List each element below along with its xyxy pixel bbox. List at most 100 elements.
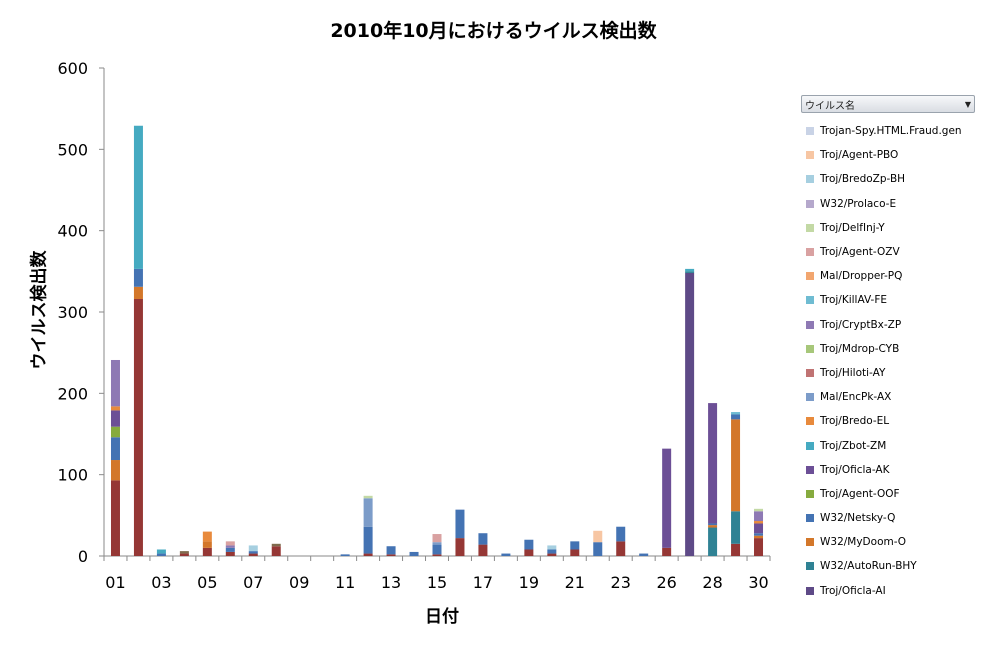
bar-segment (593, 530, 603, 543)
legend-item: Mal/EncPk-AX (800, 385, 978, 409)
x-tick-label: 15 (427, 573, 447, 592)
bar-segment (708, 525, 718, 528)
bar-segment (432, 544, 442, 555)
legend-item: Troj/KillAV-FE (800, 288, 978, 312)
legend-label: Troj/Agent-PBO (820, 149, 899, 162)
legend-label: Troj/Hiloti-AY (820, 366, 886, 379)
x-tick-label: 21 (565, 573, 585, 592)
legend-title: ウイルス名 (805, 100, 855, 112)
legend-label: W32/Prolaco-E (820, 197, 897, 210)
bar-segment (179, 553, 189, 556)
bar-segment (156, 553, 166, 556)
legend-item: Troj/Agent-OOF (800, 482, 978, 506)
legend-item: Troj/BredoZp-BH (800, 167, 978, 191)
bar-segment (225, 545, 235, 548)
y-tick-label: 300 (57, 303, 88, 322)
bar-segment (110, 406, 120, 411)
legend-item: W32/AutoRun-BHY (800, 554, 978, 578)
x-tick-label: 07 (243, 573, 263, 592)
legend-label: Troj/BredoZp-BH (820, 173, 906, 186)
bar-segment (133, 268, 143, 287)
bar-segment (363, 495, 373, 499)
bars (110, 125, 764, 556)
legend-item: Troj/Mdrop-CYB (800, 337, 978, 361)
legend-label: W32/AutoRun-BHY (820, 560, 917, 573)
bar-segment (110, 480, 120, 556)
bar-segment (731, 412, 741, 415)
bar-segment (340, 554, 350, 556)
x-tick-label: 30 (748, 573, 768, 592)
bar-segment (386, 546, 396, 555)
bar-segment (363, 498, 373, 527)
legend-label: Troj/DelfInj-Y (820, 221, 885, 234)
legend-item: Trojan-Spy.HTML.Fraud.gen (800, 119, 978, 143)
bar-segment (432, 554, 442, 556)
legend-item: W32/Netsky-Q (800, 506, 978, 530)
legend-label: Troj/Oficla-AI (820, 584, 886, 597)
chevron-down-icon[interactable]: ▼ (964, 99, 971, 109)
bar-segment (225, 547, 235, 552)
legend-label: Mal/Dropper-PQ (820, 270, 903, 283)
bar-segment (593, 542, 603, 556)
bar-segment (731, 543, 741, 556)
bar-segment (248, 551, 258, 554)
legend-item: Troj/Oficla-AK (800, 458, 978, 482)
x-tick-label: 13 (381, 573, 401, 592)
x-axis: 01 03 05 07 09 11 13 15 17 19 21 23 26 28 30 (103, 555, 771, 592)
bar-segment (432, 542, 442, 545)
legend-swatch (806, 223, 814, 232)
x-tick-label: 09 (289, 573, 309, 592)
bar-segment (685, 272, 695, 556)
bar-segment (110, 437, 120, 461)
legend-item: Troj/Hiloti-AY (800, 361, 978, 385)
bar-segment (731, 414, 741, 420)
legend-item: Troj/Bredo-EL (800, 409, 978, 433)
legend-swatch (806, 489, 814, 498)
legend-item: Troj/DelfInj-Y (800, 216, 978, 240)
legend-label: Trojan-Spy.HTML.Fraud.gen (820, 125, 962, 138)
bar-segment (754, 523, 764, 534)
bar-segment (202, 547, 212, 556)
bar-segment (225, 541, 235, 546)
bar-segment (616, 526, 626, 542)
x-tick-label: 05 (197, 573, 217, 592)
legend-swatch (806, 465, 814, 474)
bar-segment (271, 543, 281, 547)
x-tick-label: 23 (611, 573, 631, 592)
x-tick-label: 28 (702, 573, 722, 592)
bar-segment (547, 553, 557, 556)
legend-swatch (806, 562, 814, 571)
x-tick-label: 17 (473, 573, 493, 592)
bar-segment (685, 268, 695, 272)
bar-segment (639, 553, 649, 556)
legend-swatch (806, 199, 814, 208)
legend-swatch (806, 272, 814, 281)
legend-swatch (806, 151, 814, 160)
x-tick-label: 26 (656, 573, 676, 592)
bar-segment (110, 460, 120, 481)
legend-filter-dropdown[interactable]: ウイルス名 ▼ (801, 95, 975, 113)
bar-segment (363, 553, 373, 556)
legend-label: Troj/Oficla-AK (820, 463, 890, 476)
bar-segment (754, 535, 764, 539)
bar-segment (156, 549, 166, 554)
legend-label: Troj/Bredo-EL (820, 415, 890, 428)
legend-item: Troj/Agent-OZV (800, 240, 978, 264)
bar-segment (754, 508, 764, 512)
x-tick-label: 19 (519, 573, 539, 592)
bar-segment (110, 426, 120, 438)
legend-item: W32/Prolaco-E (800, 192, 978, 216)
x-tick-label: 03 (151, 573, 171, 592)
bar-segment (524, 539, 534, 550)
legend-swatch (806, 514, 814, 523)
bar-segment (616, 541, 626, 556)
legend-item: Mal/Dropper-PQ (800, 264, 978, 288)
legend-swatch (806, 417, 814, 426)
legend-swatch (806, 175, 814, 184)
bar-segment (133, 125, 143, 269)
bar-segment (754, 538, 764, 556)
legend-label: W32/Netsky-Q (820, 512, 896, 525)
bar-segment (110, 359, 120, 407)
bar-segment (478, 544, 488, 556)
y-tick-label: 400 (57, 222, 88, 241)
